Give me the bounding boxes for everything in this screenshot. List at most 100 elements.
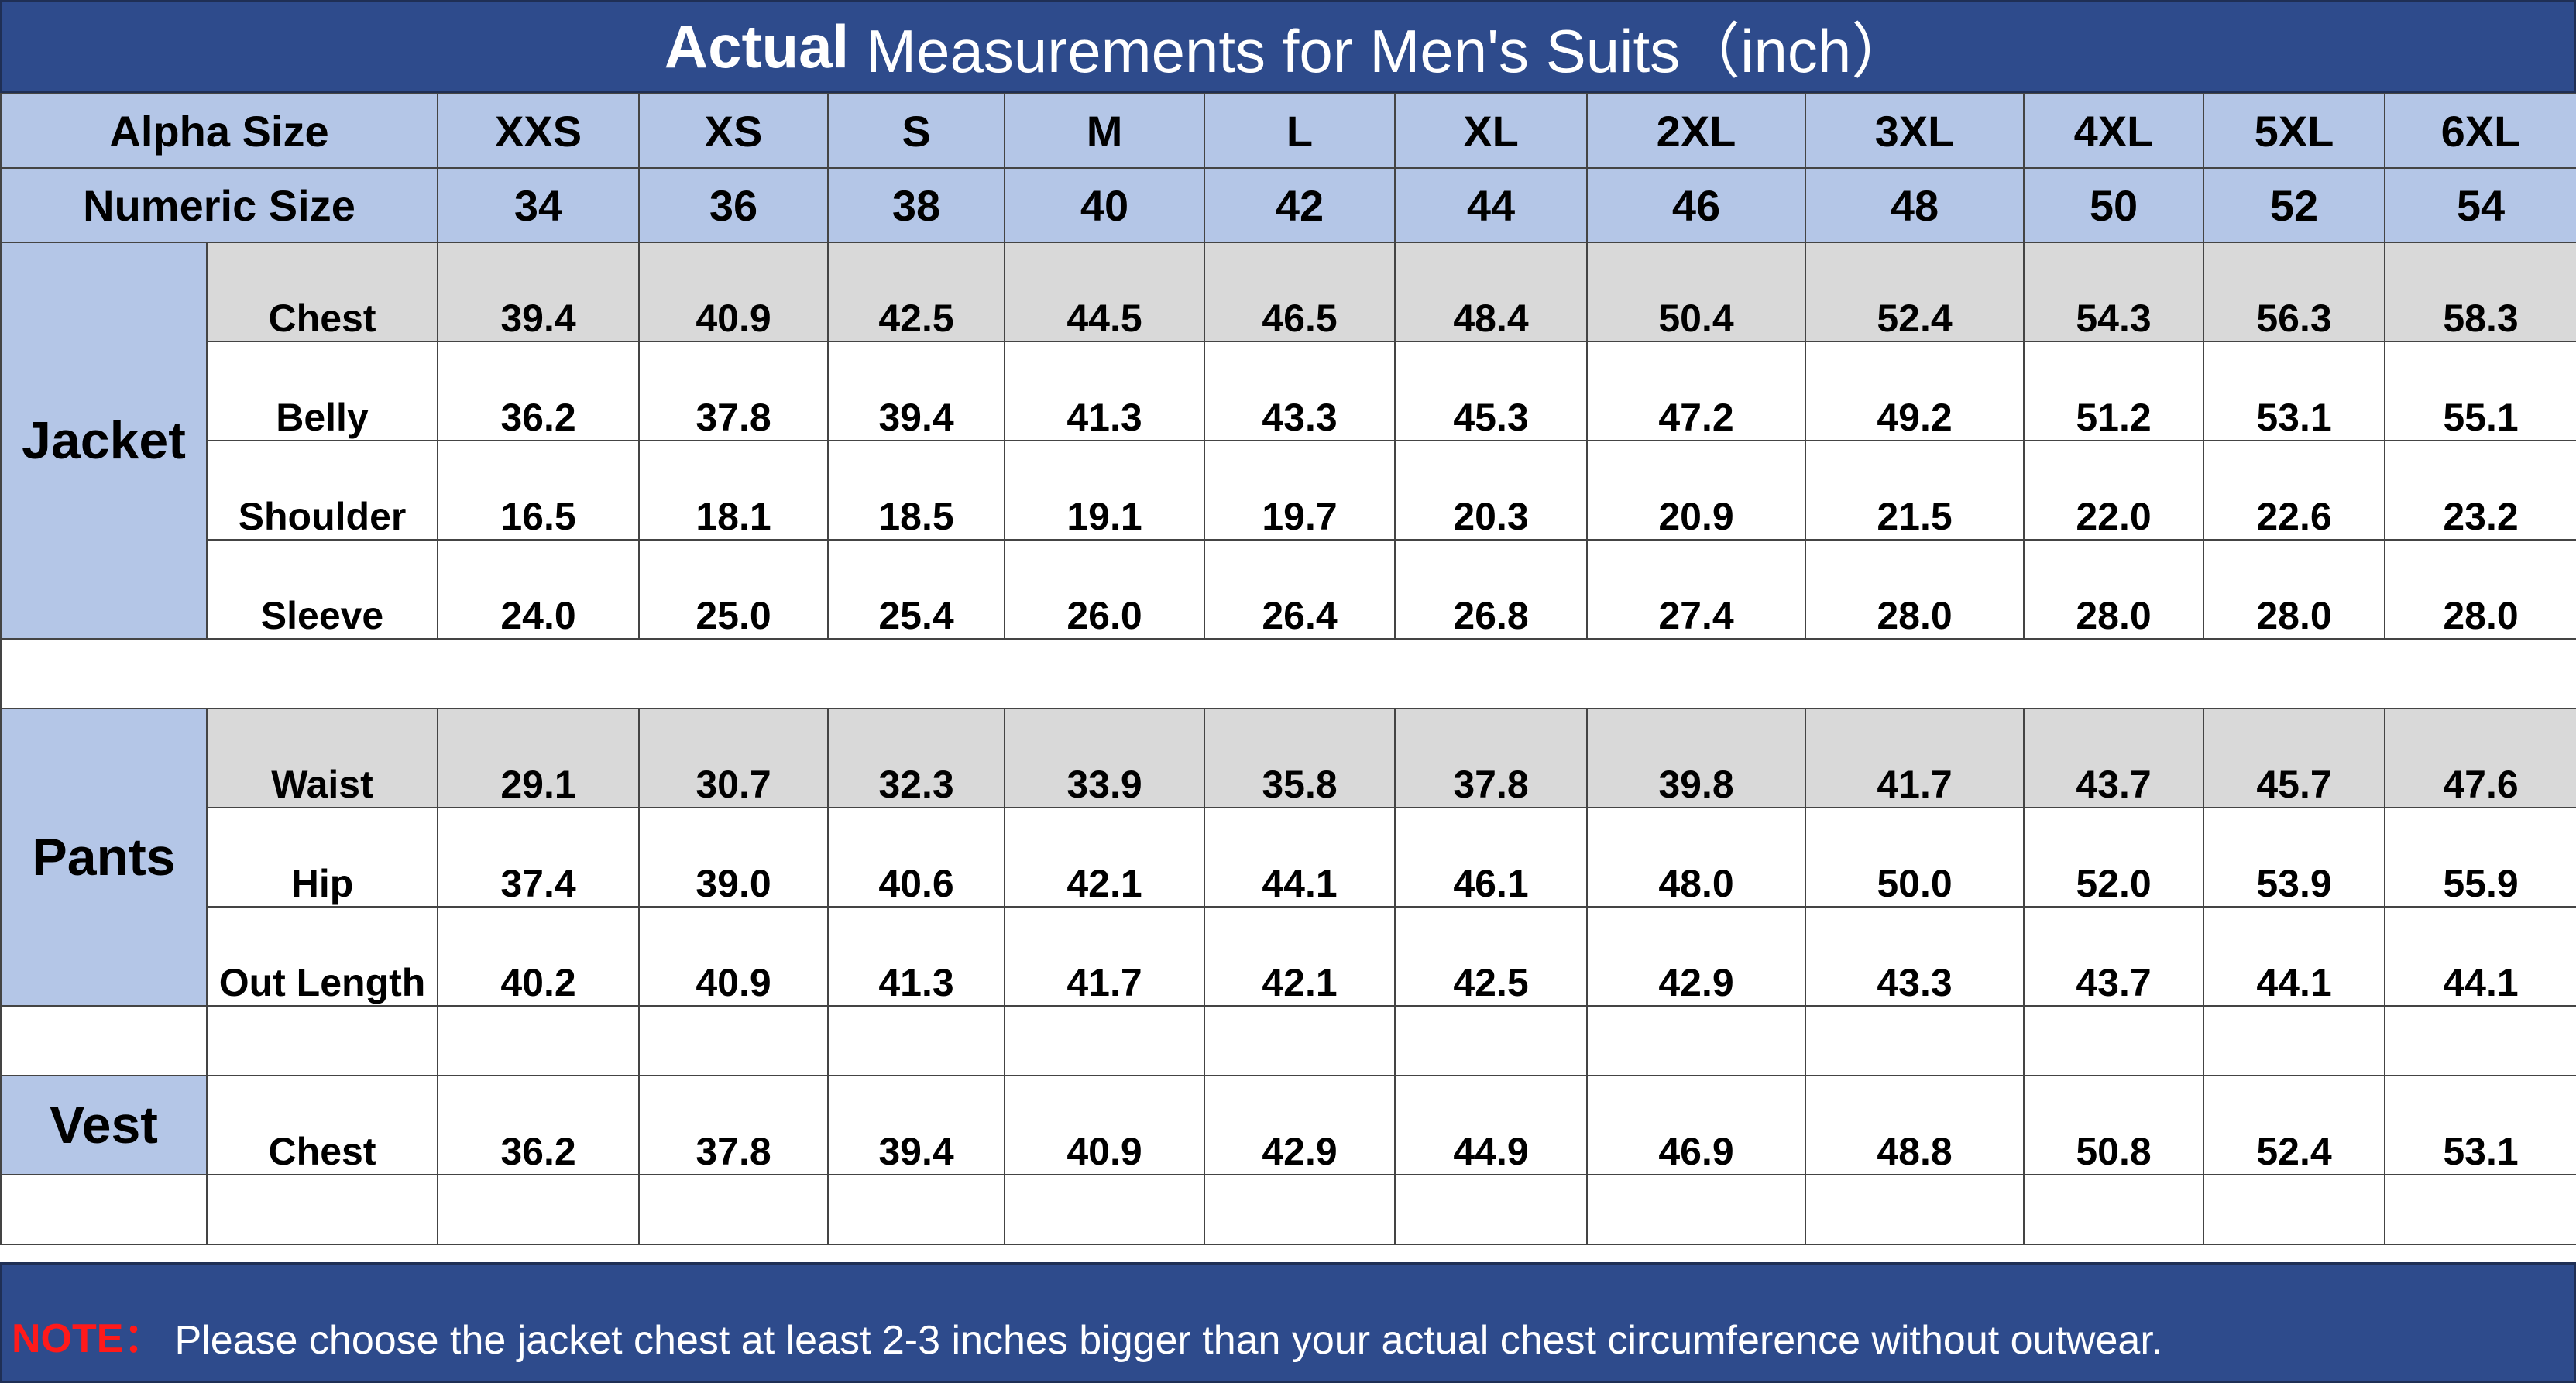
pants-value-cell: 53.9	[2203, 807, 2386, 908]
pants-value-cell: 43.3	[1805, 906, 2025, 1007]
spacer-cell	[437, 1005, 641, 1076]
jacket-value-cell: 46.5	[1204, 242, 1396, 342]
pants-value-cell: 44.1	[1204, 807, 1396, 908]
jacket-value-cell: 52.4	[1805, 242, 2025, 342]
jacket-value-cell: 28.0	[2384, 539, 2576, 640]
pants-value-cell: 39.0	[638, 807, 829, 908]
pants-value-cell: 45.7	[2203, 708, 2386, 808]
jacket-value-cell: 45.3	[1394, 341, 1589, 441]
alpha-size-cell: 2XL	[1586, 93, 1807, 169]
numeric-size-cell: 48	[1805, 167, 2025, 243]
vest-value-cell: 46.9	[1586, 1075, 1807, 1175]
spacer-cell	[638, 1005, 829, 1076]
numeric-size-cell: 34	[437, 167, 641, 243]
spacer-cell	[437, 1174, 641, 1245]
pants-value-cell: 39.8	[1586, 708, 1807, 808]
jacket-value-cell: 18.5	[827, 440, 1006, 541]
pants-value-cell: 43.7	[2023, 906, 2205, 1007]
spacer-cell	[205, 1174, 439, 1245]
spacer-cell	[2023, 1005, 2205, 1076]
vest-category-label: Vest	[0, 1075, 208, 1175]
jacket-value-cell: 36.2	[437, 341, 641, 441]
vest-value-cell: 37.8	[638, 1075, 829, 1175]
pants-category-label: Pants	[0, 708, 208, 1007]
pants-value-cell: 47.6	[2384, 708, 2576, 808]
numeric-size-cell: 46	[1586, 167, 1807, 243]
jacket-category-label: Jacket	[0, 242, 208, 640]
jacket-value-cell: 54.3	[2023, 242, 2205, 342]
numeric-size-cell: 50	[2023, 167, 2205, 243]
spacer-cell	[827, 1174, 1006, 1245]
numeric-size-cell: 44	[1394, 167, 1589, 243]
pants-value-cell: 29.1	[437, 708, 641, 808]
jacket-value-cell: 40.9	[638, 242, 829, 342]
spacer-cell	[1004, 1005, 1206, 1076]
jacket-value-cell: 22.0	[2023, 440, 2205, 541]
jacket-value-cell: 56.3	[2203, 242, 2386, 342]
spacer-cell	[2023, 1174, 2205, 1245]
jacket-value-cell: 39.4	[437, 242, 641, 342]
pants-value-cell: 35.8	[1204, 708, 1396, 808]
pants-value-cell: 41.7	[1805, 708, 2025, 808]
vest-row: Vest Chest 36.2 37.8 39.4 40.9 42.9 44.9 46.9 48.…	[0, 1075, 2576, 1175]
jacket-value-cell: 26.8	[1394, 539, 1589, 640]
spacer-cell	[1805, 1005, 2025, 1076]
spacer-cell	[205, 1005, 439, 1076]
jacket-value-cell: 28.0	[2203, 539, 2386, 640]
alpha-size-cell: 4XL	[2023, 93, 2205, 169]
note-bar: NOTE： Please choose the jacket chest at …	[0, 1262, 2576, 1383]
jacket-value-cell: 37.8	[638, 341, 829, 441]
spacer-cell	[827, 1005, 1006, 1076]
vest-value-cell: 48.8	[1805, 1075, 2025, 1175]
vest-value-cell: 50.8	[2023, 1075, 2205, 1175]
pants-value-cell: 41.7	[1004, 906, 1206, 1007]
spacer-cell	[1805, 1174, 2025, 1245]
jacket-measure-label: Sleeve	[205, 539, 439, 640]
jacket-value-cell: 25.0	[638, 539, 829, 640]
alpha-size-cell: S	[827, 93, 1006, 169]
jacket-value-cell: 58.3	[2384, 242, 2576, 342]
pants-row: Pants Waist 29.1 30.7 32.3 33.9 35.8 37.8 39.8 41…	[0, 708, 2576, 1007]
spacer-cell	[1394, 1005, 1589, 1076]
pants-measure-label: Out Length	[205, 906, 439, 1007]
jacket-value-cell: 55.1	[2384, 341, 2576, 441]
numeric-size-cell: 52	[2203, 167, 2386, 243]
spacer-cell	[1586, 1005, 1807, 1076]
alpha-size-row: Alpha Size XXS XS S M L XL 2XL 3XL 4XL 5XL 6XL	[0, 93, 2576, 169]
pants-value-cell: 48.0	[1586, 807, 1807, 908]
alpha-size-cell: 5XL	[2203, 93, 2386, 169]
pants-value-cell: 46.1	[1394, 807, 1589, 908]
jacket-value-cell: 24.0	[437, 539, 641, 640]
jacket-row: Jacket Chest 39.4 40.9 42.5 44.5 46.5 48.4 50.4 5…	[0, 242, 2576, 640]
spacer-row	[0, 638, 2576, 709]
vest-value-cell: 36.2	[437, 1075, 641, 1175]
pants-value-cell: 44.1	[2203, 906, 2386, 1007]
vest-value-cell: 42.9	[1204, 1075, 1396, 1175]
table-body: Alpha Size XXS XS S M L XL 2XL 3XL 4XL 5XL 6XL Numer…	[0, 93, 2576, 1245]
jacket-value-cell: 43.3	[1204, 341, 1396, 441]
jacket-value-cell: 42.5	[827, 242, 1006, 342]
jacket-row: Sleeve 24.0 25.0 25.4 26.0 26.4 26.8 27.4 28.0 28…	[1, 539, 2576, 640]
jacket-value-cell: 25.4	[827, 539, 1006, 640]
alpha-size-cell: L	[1204, 93, 1396, 169]
pants-value-cell: 52.0	[2023, 807, 2205, 908]
pants-value-cell: 42.1	[1004, 807, 1206, 908]
vest-value-cell: 53.1	[2384, 1075, 2576, 1175]
alpha-size-cell: XS	[638, 93, 829, 169]
pants-value-cell: 30.7	[638, 708, 829, 808]
spacer-cell	[2384, 1174, 2576, 1245]
spacer-cell	[1204, 1005, 1396, 1076]
vest-measure-label: Chest	[205, 1075, 439, 1175]
spacer-cell	[2384, 1005, 2576, 1076]
jacket-value-cell: 19.7	[1204, 440, 1396, 541]
jacket-value-cell: 16.5	[437, 440, 641, 541]
title-rest: Measurements for Men's Suits（inch）	[866, 17, 1912, 85]
pants-value-cell: 55.9	[2384, 807, 2576, 908]
size-table: Alpha Size XXS XS S M L XL 2XL 3XL 4XL 5XL 6XL Numer…	[0, 93, 2576, 1245]
jacket-value-cell: 19.1	[1004, 440, 1206, 541]
jacket-value-cell: 26.4	[1204, 539, 1396, 640]
pants-row: Hip 37.4 39.0 40.6 42.1 44.1 46.1 48.0 50.0 52.0 5…	[1, 807, 2576, 908]
alpha-size-label: Alpha Size	[0, 93, 439, 169]
jacket-value-cell: 26.0	[1004, 539, 1206, 640]
jacket-value-cell: 28.0	[1805, 539, 2025, 640]
